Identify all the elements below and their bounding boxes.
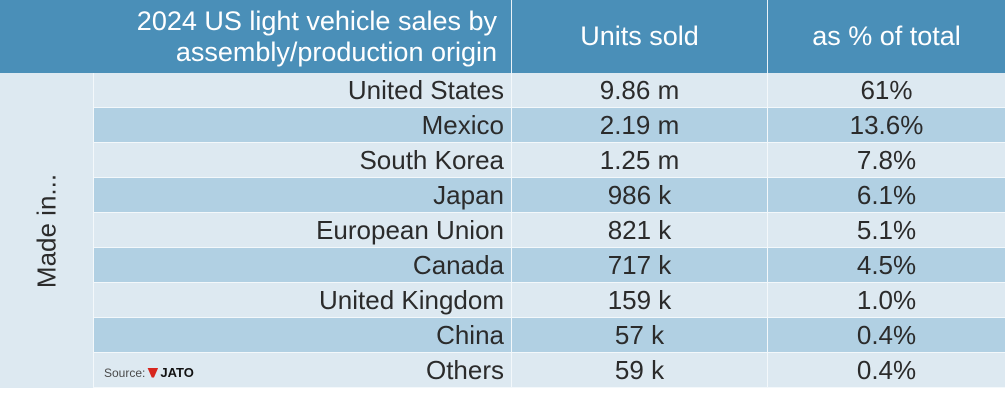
units-cell: 2.19 m bbox=[512, 108, 768, 143]
percent-cell: 61% bbox=[768, 73, 1005, 108]
column-header-percent: as % of total bbox=[768, 0, 1005, 73]
percent-cell: 7.8% bbox=[768, 143, 1005, 178]
percent-cell: 6.1% bbox=[768, 178, 1005, 213]
table-title-line1: 2024 US light vehicle sales by bbox=[136, 5, 497, 36]
origin-cell: United States bbox=[94, 73, 512, 108]
origin-cell: China bbox=[94, 318, 512, 353]
origin-cell: Canada bbox=[94, 248, 512, 283]
side-label-cell: Made in... bbox=[0, 73, 94, 388]
percent-cell: 0.4% bbox=[768, 353, 1005, 388]
source-label: Source: bbox=[104, 365, 146, 380]
source-credit: Source: JATO bbox=[104, 365, 194, 380]
percent-cell: 5.1% bbox=[768, 213, 1005, 248]
units-cell: 159 k bbox=[512, 283, 768, 318]
jato-logo: JATO bbox=[147, 365, 194, 380]
origin-cell: European Union bbox=[94, 213, 512, 248]
header-corner bbox=[0, 0, 94, 73]
units-cell: 9.86 m bbox=[512, 73, 768, 108]
origin-cell: South Korea bbox=[94, 143, 512, 178]
units-cell: 57 k bbox=[512, 318, 768, 353]
units-cell: 821 k bbox=[512, 213, 768, 248]
origin-cell: Others bbox=[94, 353, 512, 388]
percent-cell: 1.0% bbox=[768, 283, 1005, 318]
origin-cell: United Kingdom bbox=[94, 283, 512, 318]
origin-cell: Mexico bbox=[94, 108, 512, 143]
percent-cell: 4.5% bbox=[768, 248, 1005, 283]
column-header-units: Units sold bbox=[512, 0, 768, 73]
sales-table: 2024 US light vehicle sales by assembly/… bbox=[0, 0, 1005, 388]
units-cell: 717 k bbox=[512, 248, 768, 283]
percent-cell: 0.4% bbox=[768, 318, 1005, 353]
jato-logo-text: JATO bbox=[160, 365, 194, 380]
table-title: 2024 US light vehicle sales by assembly/… bbox=[94, 0, 512, 73]
percent-cell: 13.6% bbox=[768, 108, 1005, 143]
table-title-line2: assembly/production origin bbox=[175, 36, 497, 67]
units-cell: 986 k bbox=[512, 178, 768, 213]
origin-cell: Japan bbox=[94, 178, 512, 213]
units-cell: 59 k bbox=[512, 353, 768, 388]
units-cell: 1.25 m bbox=[512, 143, 768, 178]
side-label: Made in... bbox=[31, 173, 61, 288]
jato-logo-icon bbox=[147, 367, 159, 378]
